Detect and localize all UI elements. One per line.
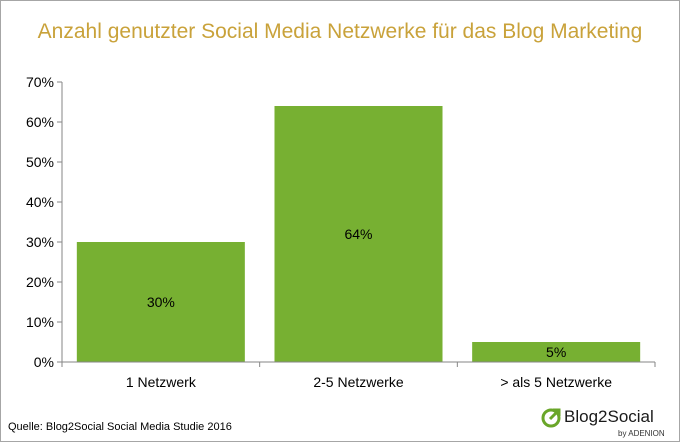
y-tick-label: 20% (26, 274, 54, 290)
bar (472, 342, 641, 362)
y-tick-label: 50% (26, 154, 54, 170)
y-tick-label: 30% (26, 234, 54, 250)
chart-title: Anzahl genutzter Social Media Netzwerke … (37, 20, 643, 43)
data-label: 64% (344, 226, 372, 242)
x-axis: 1 Netzwerk 2-5 Netzwerke > als 5 Netzwerke (61, 361, 656, 390)
bar (274, 106, 443, 362)
data-label: 5% (546, 344, 566, 360)
logo-name: Blog2Social (564, 407, 654, 426)
y-tick-label: 40% (26, 194, 54, 210)
y-axis: 0% 10% 20% 30% 40% 50% 60% 70% (26, 74, 63, 370)
logo-byline: by ADENION (618, 429, 665, 438)
x-tick-label: 1 Netzwerk (126, 374, 197, 390)
y-tick-label: 70% (26, 74, 54, 90)
y-tick-label: 0% (34, 354, 54, 370)
x-tick-label: 2-5 Netzwerke (313, 374, 403, 390)
bars: 30% 64% 5% (76, 106, 641, 362)
source-note: Quelle: Blog2Social Social Media Studie … (8, 421, 232, 433)
data-label: 30% (147, 294, 175, 310)
arrow-circle-icon (541, 408, 561, 428)
bar (76, 242, 245, 362)
y-tick-label: 10% (26, 314, 54, 330)
x-tick-label: > als 5 Netzwerke (500, 374, 612, 390)
blog2social-logo[interactable]: Blog2Social by ADENION (540, 407, 670, 439)
y-tick-label: 60% (26, 114, 54, 130)
